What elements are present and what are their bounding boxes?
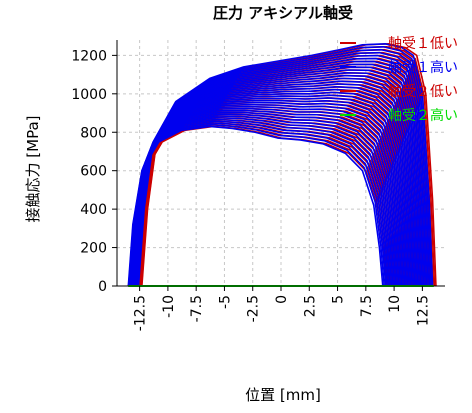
legend-label: 軸受１高い bbox=[388, 59, 458, 76]
y-tick-label: 600 bbox=[80, 164, 107, 180]
y-tick-label: 800 bbox=[80, 125, 107, 141]
y-tick-label: 1000 bbox=[71, 87, 107, 103]
x-tick-label: 2.5 bbox=[302, 295, 318, 317]
x-axis-label: 位置 [mm] bbox=[245, 386, 321, 404]
y-tick-labels: 0 200 400 600 800 1000 1200 bbox=[71, 48, 107, 295]
x-tick-label: 12.5 bbox=[415, 295, 431, 326]
series-1-curve bbox=[137, 43, 434, 287]
x-tick-labels: -12.5 -10 -7.5 -5 -2.5 0 2.5 5 7.5 10 12.5 bbox=[133, 295, 432, 331]
y-axis-label: 接触応力 [MPa] bbox=[24, 116, 42, 223]
x-tick-label: -12.5 bbox=[133, 295, 149, 331]
data-curves bbox=[127, 43, 437, 287]
x-tick-label: 7.5 bbox=[359, 295, 375, 317]
legend-label: 軸受１低い bbox=[388, 36, 458, 52]
axes bbox=[112, 40, 445, 291]
x-tick-label: -7.5 bbox=[189, 295, 205, 322]
x-tick-label: -10 bbox=[161, 295, 177, 318]
x-tick-label: -2.5 bbox=[246, 295, 262, 322]
legend-label: 軸受２低い bbox=[388, 84, 458, 100]
y-tick-label: 0 bbox=[98, 279, 107, 295]
x-tick-label: 5 bbox=[331, 295, 347, 304]
y-tick-label: 200 bbox=[80, 241, 107, 257]
x-tick-label: 0 bbox=[274, 295, 290, 304]
x-tick-label: 10 bbox=[387, 295, 403, 313]
legend-label: 軸受２高い bbox=[388, 107, 458, 124]
y-tick-label: 1200 bbox=[71, 48, 107, 64]
chart-title: 圧力 アキシアル軸受 bbox=[213, 4, 353, 22]
x-tick-label: -5 bbox=[217, 295, 233, 309]
y-tick-label: 400 bbox=[80, 202, 107, 218]
